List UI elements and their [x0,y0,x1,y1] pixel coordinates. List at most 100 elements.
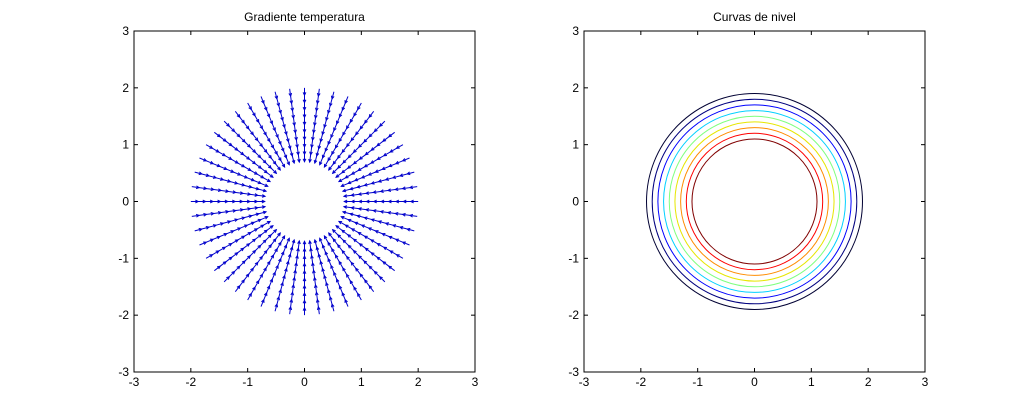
gradient-arrow [240,224,249,229]
gradient-arrow [265,260,271,269]
gradient-arrow [338,284,343,294]
gradient-arrow [335,172,343,178]
gradient-arrow [363,260,370,267]
gradient-arrow [352,249,360,257]
gradient-arrow [284,127,288,136]
gradient-arrow [219,261,227,267]
gradient-arrow [225,256,233,263]
gradient-arrow [250,286,256,294]
gradient-arrow [219,166,228,170]
y-tick-labels: -3 -2 -1 0 1 2 3 [568,24,579,379]
gradient-arrow [353,109,359,117]
gradient-arrow [387,163,397,168]
gradient-arrow [357,254,365,262]
gradient-arrow [344,298,349,307]
gradient-arrow [250,228,259,233]
gradient-arrow [233,227,242,232]
x-tick-label: 3 [922,375,929,389]
gradient-arrow [273,147,278,156]
contour-level [685,132,824,271]
gradient-arrow [237,235,246,241]
y-tick-labels: -3 -2 -1 0 1 2 3 [118,24,129,379]
gradient-arrow [280,281,284,291]
gradient-arrow [363,162,372,168]
gradient-arrow [295,254,299,263]
y-tick-label: -2 [568,308,579,322]
gradient-arrow [350,193,359,197]
gradient-arrow [394,238,403,243]
gradient-arrow [321,267,325,276]
gradient-arrow [337,234,344,241]
gradient-arrow [357,231,365,237]
gradient-arrow [271,271,276,280]
gradient-arrow [357,199,367,204]
gradient-arrow [344,224,353,230]
gradient-arrow [289,148,294,158]
gradient-arrow [253,180,262,185]
gradient-arrow [330,91,335,100]
gradient-arrow [263,220,272,226]
gradient-arrow [266,284,271,294]
gradient-arrow [290,103,295,112]
gradient-arrow [219,233,228,237]
gradient-arrow [276,241,282,250]
gradient-arrow [280,234,286,243]
gradient-arrow [257,199,266,204]
gradient-arrow [194,227,203,232]
gradient-arrow [282,120,286,129]
gradient-arrow [252,134,259,142]
gradient-arrow [263,103,268,112]
gradient-arrow [364,149,372,156]
gradient-arrow [356,184,365,189]
gradient-arrow [292,276,296,285]
gradient-arrow [302,240,307,249]
gradient-arrow [357,192,366,196]
gradient-arrow [336,278,340,287]
gradient-arrow [357,141,365,149]
gradient-arrow [289,298,294,307]
gradient-arrow [347,152,354,159]
gradient-arrow [206,211,215,216]
gradient-arrow [328,232,334,240]
gradient-arrow [342,205,352,209]
gradient-arrow [254,279,260,288]
gradient-arrow [342,239,349,246]
gradient-arrow [345,273,351,281]
x-tick-label: 2 [865,375,872,389]
gradient-arrow [237,247,245,254]
gradient-arrow [205,199,215,204]
gradient-arrow [376,256,384,263]
gradient-arrow [302,269,307,279]
gradient-arrow [401,241,410,246]
gradient-arrow [201,226,211,230]
gradient-arrow [283,150,288,159]
gradient-arrow [381,166,390,170]
gradient-arrow [391,175,401,179]
gradient-arrow [302,154,307,163]
gradient-arrow [327,288,331,298]
gradient-arrow [249,249,257,257]
gradient-arrow [239,279,245,287]
gradient-arrow [323,234,329,243]
gradient-arrow [291,155,296,165]
gradient-arrow [330,264,335,273]
gradient-arrow [358,154,366,160]
y-tick-label: 1 [572,138,579,152]
gradient-arrow [314,291,319,300]
gradient-arrow [244,254,252,262]
gradient-arrow [402,199,411,204]
gradient-arrow [315,96,320,105]
gradient-arrow [310,140,314,149]
gradient-arrow [266,172,274,178]
gradient-arrow [249,146,257,154]
gradient-arrow [249,158,257,165]
gradient-arrow [282,274,286,283]
gradient-arrow [372,209,381,213]
gradient-arrow [353,221,362,226]
gradient-arrow [359,122,366,130]
gradient-arrow [309,147,313,156]
gradient-arrow [213,211,223,215]
gradient-arrow [328,163,334,171]
gradient-arrow [247,102,252,111]
